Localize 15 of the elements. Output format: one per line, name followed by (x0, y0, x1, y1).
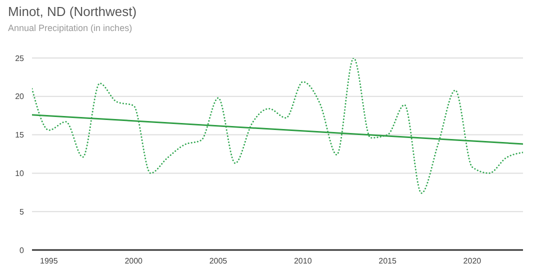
y-tick-label: 20 (15, 92, 25, 102)
line-series (32, 58, 523, 194)
y-tick-label: 10 (15, 169, 25, 178)
y-tick-label: 15 (15, 130, 25, 140)
chart-subtitle: Annual Precipitation (in inches) (8, 23, 132, 33)
chart-title: Minot, ND (Northwest) (8, 4, 137, 19)
y-tick-label: 25 (15, 54, 25, 63)
x-tick-label: 2000 (124, 256, 144, 266)
x-tick-label: 2020 (463, 256, 482, 266)
x-tick-label: 2005 (209, 256, 228, 266)
x-tick-label: 2010 (294, 256, 312, 266)
x-tick-label: 2015 (378, 256, 397, 266)
y-tick-label: 5 (20, 207, 25, 216)
y-tick-label: 0 (20, 246, 25, 255)
x-tick-label: 1995 (40, 256, 58, 266)
